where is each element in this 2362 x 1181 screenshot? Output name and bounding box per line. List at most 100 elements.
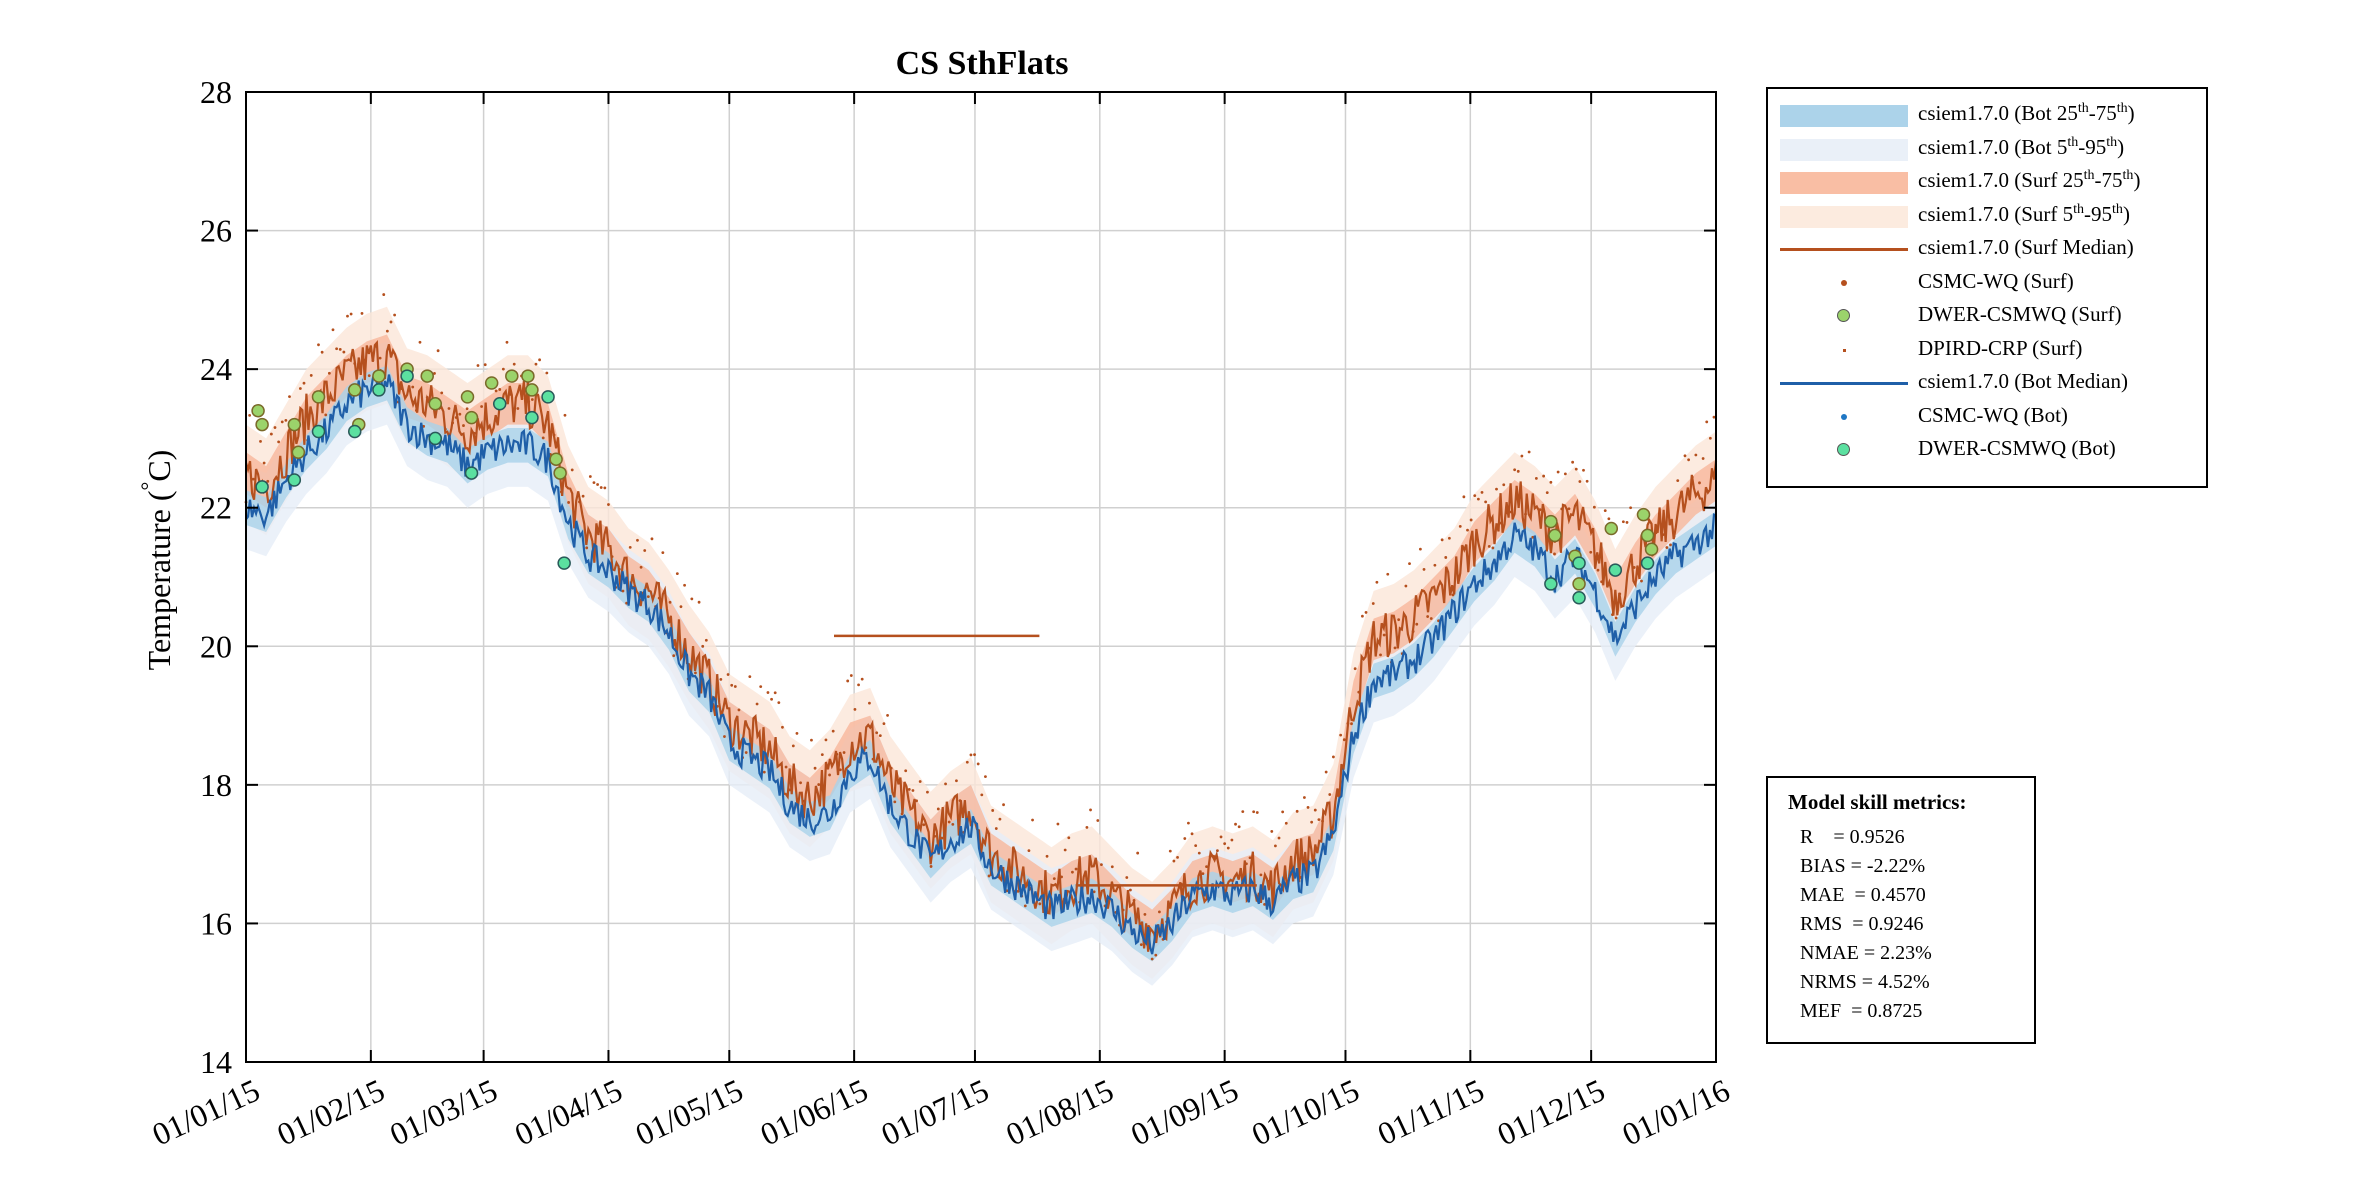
- csmc-surf-point: [530, 398, 534, 401]
- x-tick-label: 01/09/15: [1125, 1072, 1243, 1153]
- legend-label-text: csiem1.7.0 (Surf 5: [1918, 201, 2074, 226]
- csmc-surf-point: [1176, 855, 1179, 859]
- csmc-surf-point: [918, 780, 922, 783]
- csmc-surf-point: [701, 644, 705, 648]
- dwer-surf-point: [460, 390, 475, 404]
- csmc-surf-point: [1139, 943, 1143, 947]
- legend-label-text: csiem1.7.0 (Bot 25: [1918, 101, 2078, 125]
- legend-label-end: ): [2133, 168, 2141, 192]
- csmc-surf-point: [1629, 506, 1633, 510]
- csmc-surf-point: [273, 426, 277, 429]
- csmc-surf-point: [1687, 458, 1691, 462]
- csmc-surf-point: [360, 312, 364, 315]
- csmc-surf-point: [965, 760, 969, 764]
- csmc-surf-point: [1549, 480, 1553, 484]
- csmc-surf-point: [458, 412, 462, 416]
- dwer-bot-point: [1640, 556, 1655, 570]
- csmc-surf-point: [799, 781, 802, 785]
- legend-label-sup: th: [2122, 168, 2134, 183]
- legend-label-sup: th: [2073, 201, 2085, 217]
- legend-label-mid: -95: [2084, 201, 2113, 226]
- legend-item: DWER-CSMWQ (Surf): [1768, 300, 2206, 333]
- dwer-bot-point: [525, 410, 539, 425]
- csmc-surf-point: [277, 440, 281, 444]
- csmc-surf-point: [973, 753, 976, 757]
- legend-label-text: CSMC-WQ (Bot): [1918, 402, 2068, 427]
- csmc-surf-point: [331, 328, 335, 332]
- csmc-surf-point: [342, 350, 346, 354]
- csmc-surf-point: [1491, 546, 1495, 550]
- csmc-surf-point: [1364, 611, 1368, 614]
- csmc-surf-point: [1433, 563, 1437, 567]
- y-axis-label-degree: °: [136, 482, 161, 491]
- csmc-surf-point: [831, 729, 835, 733]
- dwer-bot-point: [1572, 556, 1586, 570]
- csmc-surf-point: [1219, 835, 1223, 839]
- csmc-surf-point: [650, 537, 654, 541]
- csmc-surf-point: [730, 683, 734, 687]
- csmc-surf-point: [675, 572, 679, 576]
- csmc-surf-point: [1187, 821, 1190, 825]
- csmc-surf-point: [567, 501, 570, 504]
- csmc-surf-point: [1168, 849, 1172, 853]
- csmc-surf-point: [781, 725, 784, 729]
- csmc-surf-point: [338, 347, 342, 351]
- csmc-surf-point: [599, 486, 603, 489]
- csmc-surf-point: [462, 424, 465, 427]
- x-tick-label: 01/02/15: [271, 1072, 389, 1153]
- csmc-surf-point: [367, 374, 371, 378]
- dwer-surf-point: [1640, 528, 1655, 543]
- csmc-surf-point: [976, 762, 980, 766]
- dwer-surf-point: [1572, 577, 1586, 591]
- legend-label-text: csiem1.7.0 (Surf Median): [1918, 235, 2134, 259]
- csmc-surf-point: [1270, 830, 1274, 833]
- csmc-surf-point: [1712, 415, 1716, 419]
- csmc-surf-point: [1596, 568, 1600, 572]
- csmc-surf-point: [791, 744, 795, 748]
- csmc-surf-point: [929, 865, 933, 868]
- legend-swatch-icon: [1780, 138, 1908, 161]
- dwer-bot-point: [428, 431, 443, 446]
- legend-label-end: ): [2127, 101, 2135, 125]
- csmc-surf-point: [1516, 469, 1520, 473]
- csmc-surf-point: [820, 753, 824, 757]
- legend-label-end: ): [2122, 201, 2130, 226]
- csmc-surf-point: [327, 371, 331, 375]
- legend-label-text: csiem1.7.0 (Surf 25: [1918, 168, 2084, 192]
- csmc-surf-point: [817, 783, 821, 786]
- csmc-surf-point: [1393, 646, 1397, 650]
- csmc-surf-point: [1158, 910, 1161, 914]
- csmc-surf-point: [1031, 818, 1034, 822]
- csmc-surf-point: [759, 685, 763, 688]
- csmc-surf-point: [777, 701, 781, 705]
- dwer-bot-point: [311, 424, 326, 439]
- csmc-surf-point: [1705, 420, 1709, 424]
- csmc-surf-point: [1382, 633, 1386, 637]
- legend-item: csiem1.7.0 (Surf Median): [1768, 233, 2206, 266]
- csmc-surf-point: [1100, 863, 1103, 867]
- csmc-surf-point: [378, 356, 382, 360]
- csmc-surf-point: [1284, 821, 1288, 825]
- csmc-surf-point: [603, 486, 607, 490]
- legend-label: csiem1.7.0 (Bot 25th-75th): [1918, 101, 2135, 126]
- csmc-surf-point: [944, 782, 947, 786]
- dwer-surf-point: [251, 403, 265, 418]
- csmc-surf-point: [1458, 524, 1462, 528]
- skill-metric-bias: BIAS = -2.22%: [1800, 855, 1926, 877]
- csmc-surf-point: [1669, 543, 1672, 547]
- skill-metric-nrms: NRMS = 4.52%: [1800, 971, 1930, 993]
- csmc-surf-point: [1277, 836, 1281, 840]
- csmc-surf-point: [755, 702, 759, 706]
- x-tick-label: 01/04/15: [509, 1072, 627, 1153]
- csmc-surf-point: [476, 364, 480, 367]
- csmc-surf-point: [570, 468, 574, 472]
- y-tick-label: 22: [200, 490, 232, 526]
- csmc-surf-point: [1027, 849, 1031, 853]
- csmc-surf-point: [1324, 770, 1328, 774]
- csmc-surf-point: [1567, 507, 1571, 511]
- legend-label-sup: th: [2067, 134, 2079, 150]
- csmc-surf-point: [1444, 556, 1448, 559]
- x-tick-label: 01/01/15: [147, 1072, 265, 1153]
- csmc-surf-point: [302, 381, 306, 385]
- csmc-surf-point: [585, 546, 589, 550]
